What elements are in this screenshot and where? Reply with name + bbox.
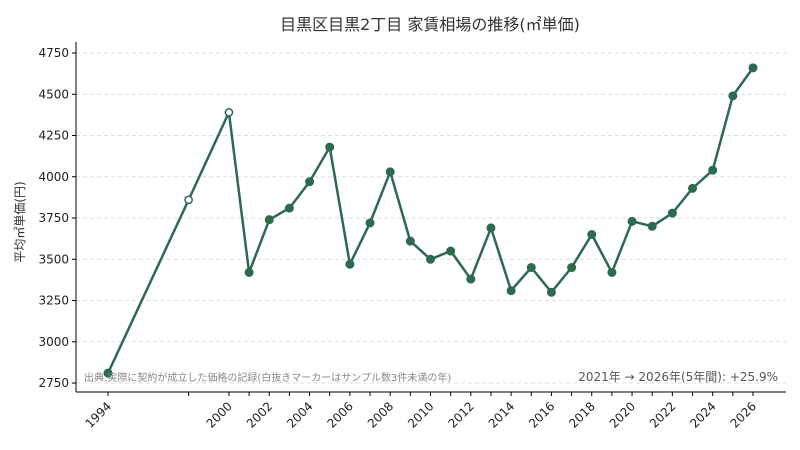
- x-tick-label: 2014: [486, 399, 517, 430]
- y-tick-label: 3750: [38, 211, 69, 225]
- source-note: 出典:実際に契約が成立した価格の記録(白抜きマーカーはサンプル数3件未満の年): [84, 371, 451, 384]
- y-tick-label: 4500: [38, 87, 69, 101]
- data-point: [647, 221, 657, 231]
- data-point: [667, 208, 677, 218]
- data-point: [627, 216, 637, 226]
- data-point: [305, 177, 315, 187]
- gridlines: [76, 52, 786, 384]
- x-tick-label: 2016: [526, 399, 557, 430]
- data-point: [688, 183, 698, 193]
- growth-note: 2021年 → 2026年(5年間): +25.9%: [578, 370, 778, 384]
- data-point: [466, 274, 476, 284]
- data-point: [446, 246, 456, 256]
- series-area: [103, 63, 758, 378]
- data-point: [748, 63, 758, 73]
- data-point: [385, 167, 395, 177]
- data-point: [728, 91, 738, 101]
- data-point: [244, 267, 254, 277]
- data-point: [405, 236, 415, 246]
- data-point: [587, 230, 597, 240]
- data-point: [607, 267, 617, 277]
- x-tick-label: 2006: [324, 399, 355, 430]
- y-tick-label: 4750: [38, 46, 69, 60]
- data-point: [365, 218, 375, 228]
- x-tick-label: 2004: [284, 399, 315, 430]
- data-point: [486, 223, 496, 233]
- data-point: [284, 203, 294, 213]
- data-point: [345, 259, 355, 269]
- x-tick-label: 2002: [244, 399, 275, 430]
- y-tick-label: 3000: [38, 335, 69, 349]
- data-point: [103, 368, 113, 378]
- data-point: [526, 263, 536, 273]
- y-axis-label: 平均㎡単価(円): [13, 181, 27, 262]
- x-tick-label: 2000: [204, 399, 235, 430]
- x-tick-label: 2022: [647, 399, 678, 430]
- y-tick-label: 2750: [38, 376, 69, 390]
- data-point: [506, 286, 516, 296]
- data-point: [325, 142, 335, 152]
- y-tick-label: 4000: [38, 170, 69, 184]
- x-tick-label: 1994: [83, 399, 114, 430]
- x-tick-label: 2020: [607, 399, 638, 430]
- x-tick-label: 2024: [687, 399, 718, 430]
- data-point: [567, 263, 577, 273]
- x-tick-label: 2012: [445, 399, 476, 430]
- data-point: [546, 287, 556, 297]
- y-tick-label: 4250: [38, 129, 69, 143]
- x-tick-label: 2026: [728, 399, 759, 430]
- x-tick-label: 2010: [405, 399, 436, 430]
- data-point: [708, 165, 718, 175]
- data-point: [426, 254, 435, 264]
- x-tick-label: 2008: [365, 399, 396, 430]
- x-tick-label: 2018: [566, 399, 597, 430]
- series-line: [106, 67, 755, 374]
- data-point: [264, 215, 274, 225]
- y-tick-label: 3500: [38, 252, 69, 266]
- chart-title: 目黒区目黒2丁目 家賃相場の推移(㎡単価): [280, 15, 580, 34]
- y-tick-label: 3250: [38, 294, 69, 308]
- hollow-data-point: [184, 195, 193, 205]
- hollow-data-point: [224, 108, 234, 117]
